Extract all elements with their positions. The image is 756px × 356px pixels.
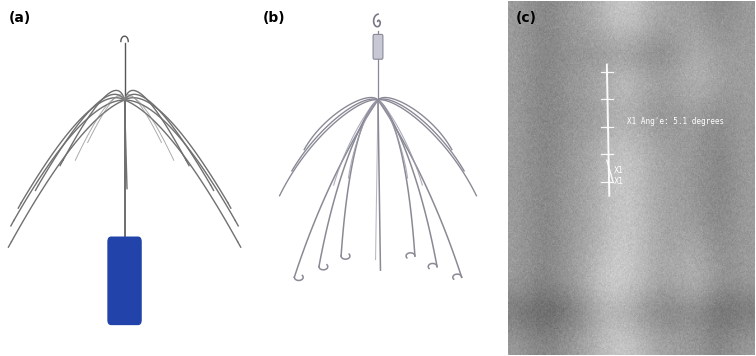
Text: (a): (a) bbox=[9, 11, 31, 25]
Text: (b): (b) bbox=[262, 11, 285, 25]
FancyBboxPatch shape bbox=[107, 236, 142, 325]
Text: X1 Ang'e: 5.1 degrees: X1 Ang'e: 5.1 degrees bbox=[627, 117, 723, 126]
Text: X1: X1 bbox=[614, 166, 624, 176]
FancyBboxPatch shape bbox=[373, 35, 383, 59]
Text: X1: X1 bbox=[614, 177, 624, 186]
Text: (c): (c) bbox=[516, 11, 537, 25]
